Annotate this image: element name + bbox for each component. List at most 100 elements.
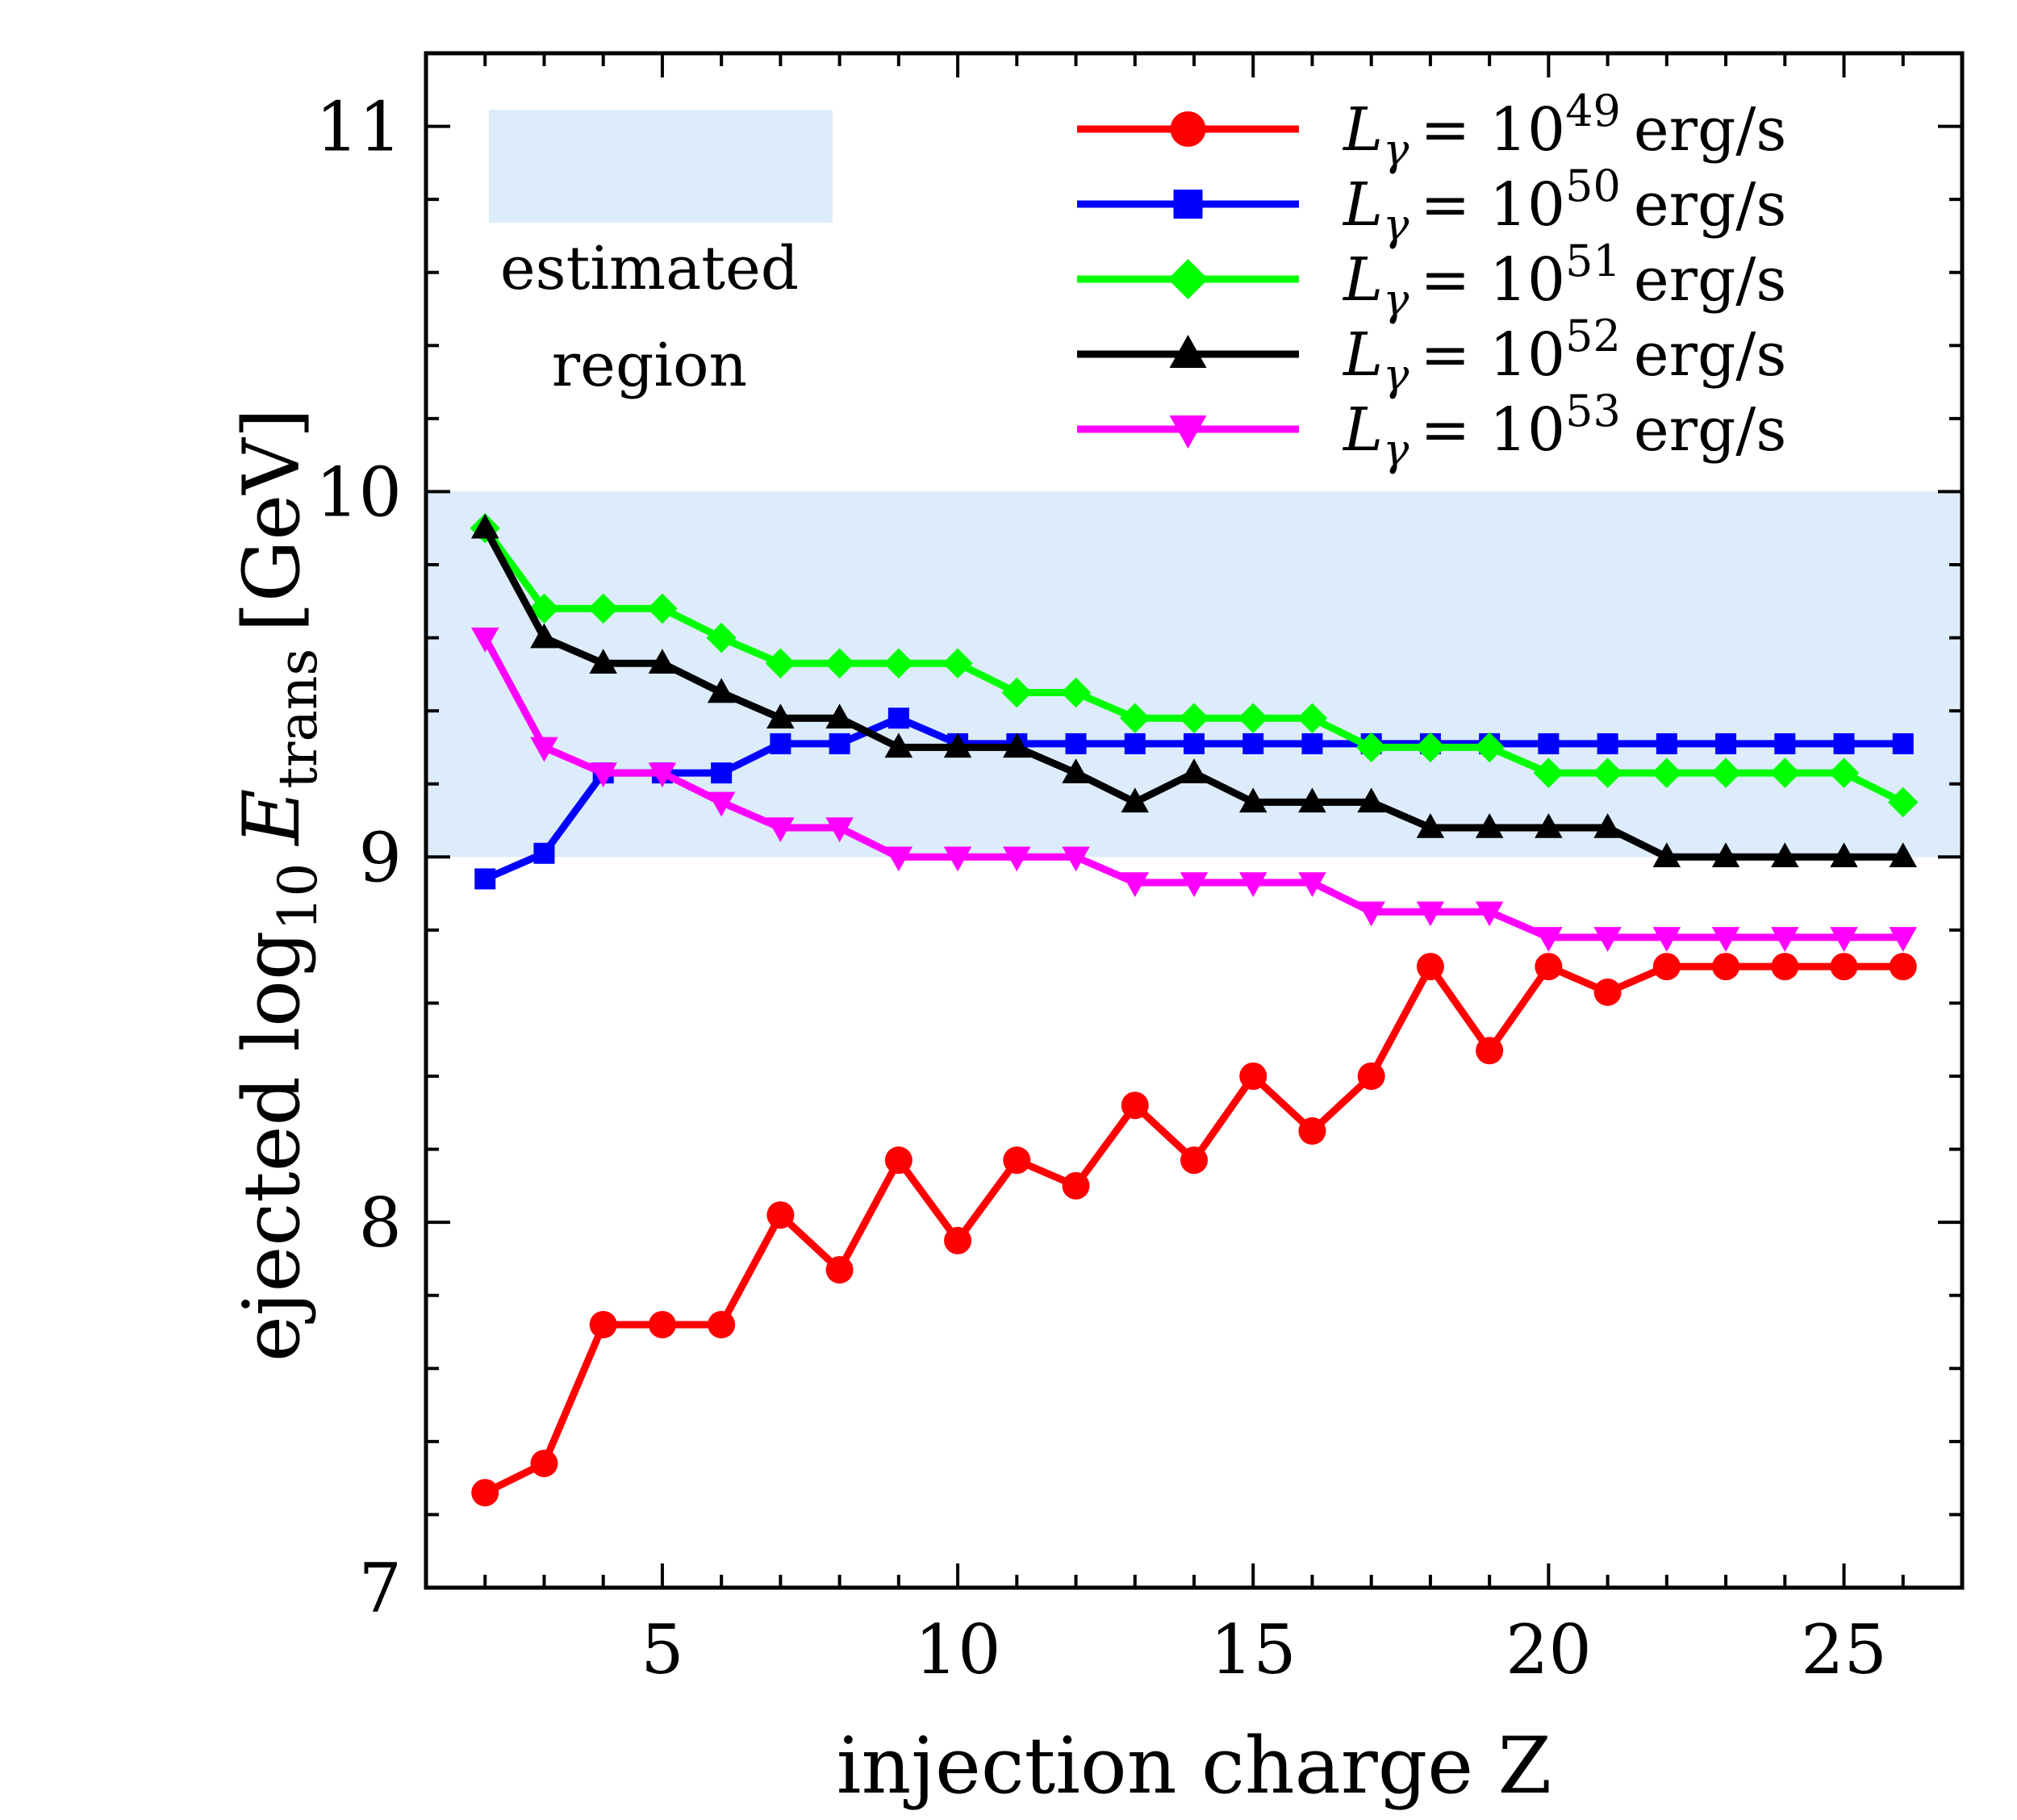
data-point <box>766 817 795 843</box>
data-point <box>1475 813 1504 838</box>
data-point <box>1593 813 1622 838</box>
data-point <box>1888 787 1919 818</box>
data-point <box>1121 787 1150 813</box>
data-point <box>944 1226 972 1254</box>
y-tick-label: 9 <box>359 818 402 897</box>
y-tick-label: 10 <box>315 453 402 532</box>
data-point <box>648 649 677 674</box>
legend-unit: erg/s <box>1634 95 1786 165</box>
data-point <box>887 708 909 729</box>
data-point <box>589 1310 617 1338</box>
legend-exponent: 51 <box>1565 236 1621 286</box>
estimated-region-band <box>426 491 1962 858</box>
data-point <box>530 1450 558 1478</box>
legend-label: Lγ = 1051 erg/s <box>1342 236 1786 325</box>
data-point <box>1415 732 1446 763</box>
legend-marker <box>1173 190 1203 219</box>
legend: Lγ = 1049 erg/sLγ = 1050 erg/sLγ = 1051 erg/sL… <box>1077 86 1786 475</box>
data-point <box>1715 733 1737 754</box>
data-point <box>1297 703 1328 733</box>
y-axis-label-prefix: ejected log <box>227 931 317 1362</box>
legend-unit: erg/s <box>1634 395 1786 465</box>
x-tick-label: 20 <box>1505 1610 1592 1689</box>
data-point <box>1652 953 1681 981</box>
series-53 <box>470 627 1918 952</box>
legend-base: = 10 <box>1420 395 1565 465</box>
data-point <box>825 1256 854 1284</box>
data-point <box>1830 953 1858 981</box>
series-52 <box>470 513 1918 868</box>
data-point <box>770 733 791 754</box>
data-point <box>1124 733 1146 754</box>
y-axis-label-unit: [GeV] <box>227 408 317 632</box>
legend-entry-53: Lγ = 1053 erg/s <box>1077 386 1786 475</box>
data-point <box>1239 1062 1267 1090</box>
y-tick-label: 7 <box>359 1549 402 1628</box>
legend-symbol-subscript: γ <box>1383 124 1409 175</box>
data-point <box>884 846 913 872</box>
data-point <box>1593 978 1622 1006</box>
data-point <box>1474 732 1505 763</box>
data-point <box>1065 733 1087 754</box>
data-point <box>587 593 619 624</box>
data-point <box>1652 758 1682 788</box>
legend-exponent: 49 <box>1565 86 1621 136</box>
legend-base: = 10 <box>1420 245 1565 315</box>
data-point <box>1769 758 1801 788</box>
legend-unit: erg/s <box>1634 320 1786 390</box>
data-point <box>1060 677 1092 708</box>
data-point <box>1889 927 1918 952</box>
data-point <box>1357 901 1385 927</box>
legend-exponent: 50 <box>1565 161 1621 211</box>
data-point <box>589 762 617 788</box>
legend-symbol: L <box>1342 95 1383 165</box>
data-point <box>766 703 795 728</box>
region-legend-label-line2: region <box>552 331 747 400</box>
data-point <box>1597 733 1618 754</box>
data-point <box>530 623 558 649</box>
data-point <box>1357 1062 1385 1090</box>
data-point <box>533 842 555 864</box>
data-point <box>1301 733 1323 754</box>
data-point <box>1416 953 1444 981</box>
data-point <box>1355 732 1387 763</box>
x-tick-label: 5 <box>641 1610 683 1689</box>
legend-symbol: L <box>1342 245 1383 315</box>
legend-marker <box>1167 259 1209 299</box>
data-point <box>1180 758 1209 783</box>
data-point <box>1774 733 1796 754</box>
data-point <box>1710 758 1741 788</box>
data-point <box>1771 927 1799 952</box>
legend-symbol: L <box>1342 170 1383 240</box>
data-point <box>470 513 499 539</box>
y-tick-label: 8 <box>359 1183 402 1263</box>
legend-symbol-subscript: γ <box>1383 274 1409 325</box>
data-point <box>1830 927 1858 952</box>
data-point <box>1238 872 1267 897</box>
data-point <box>1180 872 1209 897</box>
data-point <box>1238 787 1267 813</box>
data-point <box>943 846 972 872</box>
legend-symbol: L <box>1342 395 1383 465</box>
data-point <box>1656 733 1677 754</box>
legend-entry-49: Lγ = 1049 erg/s <box>1077 86 1786 175</box>
legend-base: = 10 <box>1420 95 1565 165</box>
data-point <box>1120 703 1150 733</box>
data-point <box>884 1146 912 1175</box>
legend-unit: erg/s <box>1634 170 1786 240</box>
data-point <box>1062 1171 1090 1200</box>
data-point <box>1833 733 1855 754</box>
data-point <box>648 1310 676 1338</box>
data-point <box>1892 733 1914 754</box>
data-point <box>1180 1146 1208 1175</box>
data-point <box>1416 813 1445 838</box>
data-point <box>942 648 973 679</box>
data-point <box>829 733 850 754</box>
region-legend-label-line1: estimated <box>500 234 799 303</box>
data-point <box>471 1479 499 1507</box>
y-tick-label: 11 <box>315 88 402 167</box>
data-point <box>1475 901 1504 927</box>
data-point <box>1238 703 1268 733</box>
